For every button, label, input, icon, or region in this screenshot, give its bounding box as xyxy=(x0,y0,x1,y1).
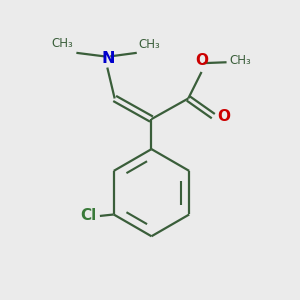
Text: O: O xyxy=(217,109,230,124)
Text: N: N xyxy=(101,51,115,66)
Text: CH₃: CH₃ xyxy=(230,54,251,67)
Text: CH₃: CH₃ xyxy=(138,38,160,51)
Text: Cl: Cl xyxy=(80,208,96,224)
Text: O: O xyxy=(195,53,208,68)
Text: CH₃: CH₃ xyxy=(51,37,73,50)
